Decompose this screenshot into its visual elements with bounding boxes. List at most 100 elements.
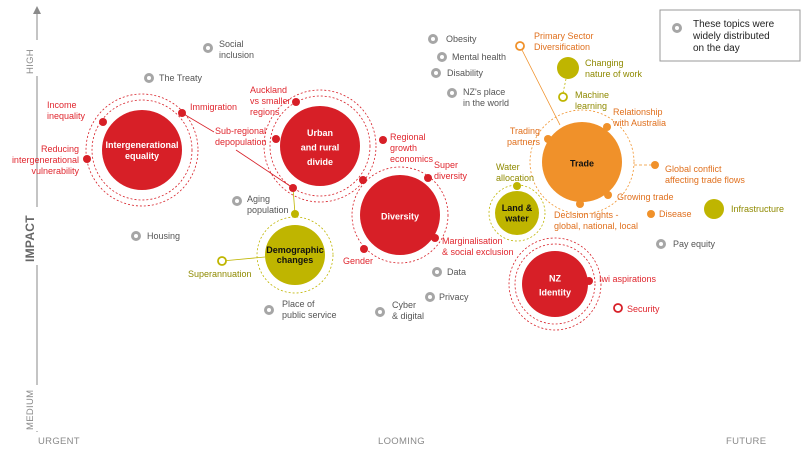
topic-label: Security — [627, 304, 660, 314]
hub-label: Urban and rural divide — [301, 128, 340, 167]
topic-subregional: Sub-regional depopulation — [215, 126, 280, 147]
x-axis-urgent-label: URGENT — [38, 436, 80, 447]
hub-circle — [495, 191, 539, 235]
hub-circle — [522, 251, 588, 317]
hub-demographic: Demographic changes — [256, 216, 334, 294]
axes: HIGH IMPACT MEDIUM URGENT LOOMING FUTURE — [23, 6, 766, 447]
topic-label: Reducing intergenerational vulnerability — [12, 144, 80, 176]
hub-label: Intergenerational equality — [105, 140, 178, 161]
topic-label: Decision rights -global, national, local — [554, 210, 638, 231]
gray-star-badge-icon — [144, 73, 154, 83]
topic-disease: Disease — [647, 209, 692, 219]
topic-label: Regional growth economics — [390, 132, 434, 164]
topic-label: Obesity — [446, 34, 477, 44]
topic-label: Iwi aspirations — [599, 274, 657, 284]
hub-ring — [529, 109, 635, 215]
topic-dot — [289, 184, 297, 192]
topic-regional: Regional growth economics — [379, 132, 434, 164]
topic-dot — [515, 41, 525, 51]
hub-ring — [85, 93, 199, 207]
hub-label: Land & water — [502, 203, 533, 223]
distributed-topic-disability: Disability — [431, 68, 484, 78]
topic-label: Sub-regional depopulation — [215, 126, 267, 147]
topic-label: Super diversity — [434, 160, 468, 181]
topic-dot — [359, 176, 367, 184]
topic-superannuation: Superannuation — [188, 256, 252, 279]
topic-iwi: Iwi aspirations — [585, 274, 657, 285]
hub-label: Demographic changes — [266, 245, 324, 265]
y-axis-arrow-icon — [33, 6, 41, 14]
hub-nzidentity: NZ Identity — [508, 237, 602, 331]
y-axis-high-label: HIGH — [25, 49, 36, 74]
topic-reducing: Reducing intergenerational vulnerability — [12, 144, 91, 176]
topic-changing: Changing nature of work — [557, 57, 643, 79]
topic-label: Housing — [147, 231, 180, 241]
topic-dot — [576, 200, 584, 208]
hub-circle — [102, 110, 182, 190]
hub-ring — [256, 216, 334, 294]
topic-water: Water allocation — [496, 162, 534, 190]
topic-machine: Machine learning — [558, 90, 609, 111]
topic-label: Place of public service — [282, 299, 337, 320]
hub-ring — [488, 184, 546, 242]
distributed-topic-aging: Aging population — [232, 194, 289, 215]
gray-star-badge-icon — [432, 267, 442, 277]
hub-circle — [265, 225, 325, 285]
gray-star-badge-icon — [264, 305, 274, 315]
connector-line — [562, 78, 567, 94]
topic-growing: Growing trade — [604, 191, 674, 202]
topic-immigration: Immigration — [178, 102, 237, 117]
topic-trading: Trading partners — [507, 126, 552, 147]
topic-dot — [613, 303, 623, 313]
topic-label: Primary Sector Diversification — [534, 31, 594, 52]
distributed-topic-public: Place of public service — [264, 299, 337, 320]
hub-circle — [280, 106, 360, 186]
topic-label: Pay equity — [673, 239, 716, 249]
hub-label: Trade — [570, 159, 594, 169]
topic-super: Super diversity — [424, 160, 468, 182]
topic-label: Social inclusion — [219, 39, 254, 60]
topic-label: Water allocation — [496, 162, 534, 183]
topic-label: Gender — [343, 256, 373, 266]
topic-label: Income inequality — [47, 100, 86, 121]
x-axis-looming-label: LOOMING — [378, 436, 425, 447]
hub-circle — [360, 175, 440, 255]
hub-land: Land & water — [488, 184, 546, 242]
topic-security: Security — [613, 303, 660, 314]
connector-line — [292, 187, 296, 215]
distributed-topic-mental: Mental health — [437, 52, 506, 62]
topic-label: Cyber & digital — [392, 300, 424, 321]
topic-label: Disability — [447, 68, 484, 78]
topic-label: Marginalisation & social exclusion — [442, 236, 514, 257]
gray-star-badge-icon — [428, 34, 438, 44]
topic-label: Disease — [659, 209, 692, 219]
topic-dot — [424, 174, 432, 182]
hub-label: Diversity — [381, 212, 419, 222]
hub-label: NZ Identity — [539, 273, 571, 297]
y-axis-medium-label: MEDIUM — [25, 390, 36, 430]
topic-label: Immigration — [190, 102, 237, 112]
topic-label: Global conflict affecting trade flows — [665, 164, 745, 185]
topic-dot — [585, 277, 593, 285]
distributed-topic-obesity: Obesity — [428, 34, 477, 44]
gray-star-badge-icon — [232, 196, 242, 206]
topic-dot — [704, 199, 724, 219]
distributed-topic-nzplace: NZ's place in the world — [447, 87, 509, 108]
topic-label: Superannuation — [188, 269, 252, 279]
topic-gender: Gender — [343, 245, 373, 266]
topic-label: Trading partners — [507, 126, 541, 147]
topic-dot — [360, 245, 368, 253]
distributed-topic-payequity: Pay equity — [656, 239, 716, 249]
hub-ring — [514, 243, 596, 325]
distributed-topic-data: Data — [432, 267, 466, 277]
connector-line — [519, 45, 561, 126]
x-axis-future-label: FUTURE — [726, 436, 766, 447]
topic-primary: Primary Sector Diversification — [515, 31, 594, 52]
gray-star-badge-icon — [425, 292, 435, 302]
connector-line — [181, 112, 215, 133]
topic-dot — [217, 256, 227, 266]
hub-ring — [508, 237, 602, 331]
topic-global: Global conflict affecting trade flows — [651, 161, 745, 185]
topic-dot — [379, 136, 387, 144]
